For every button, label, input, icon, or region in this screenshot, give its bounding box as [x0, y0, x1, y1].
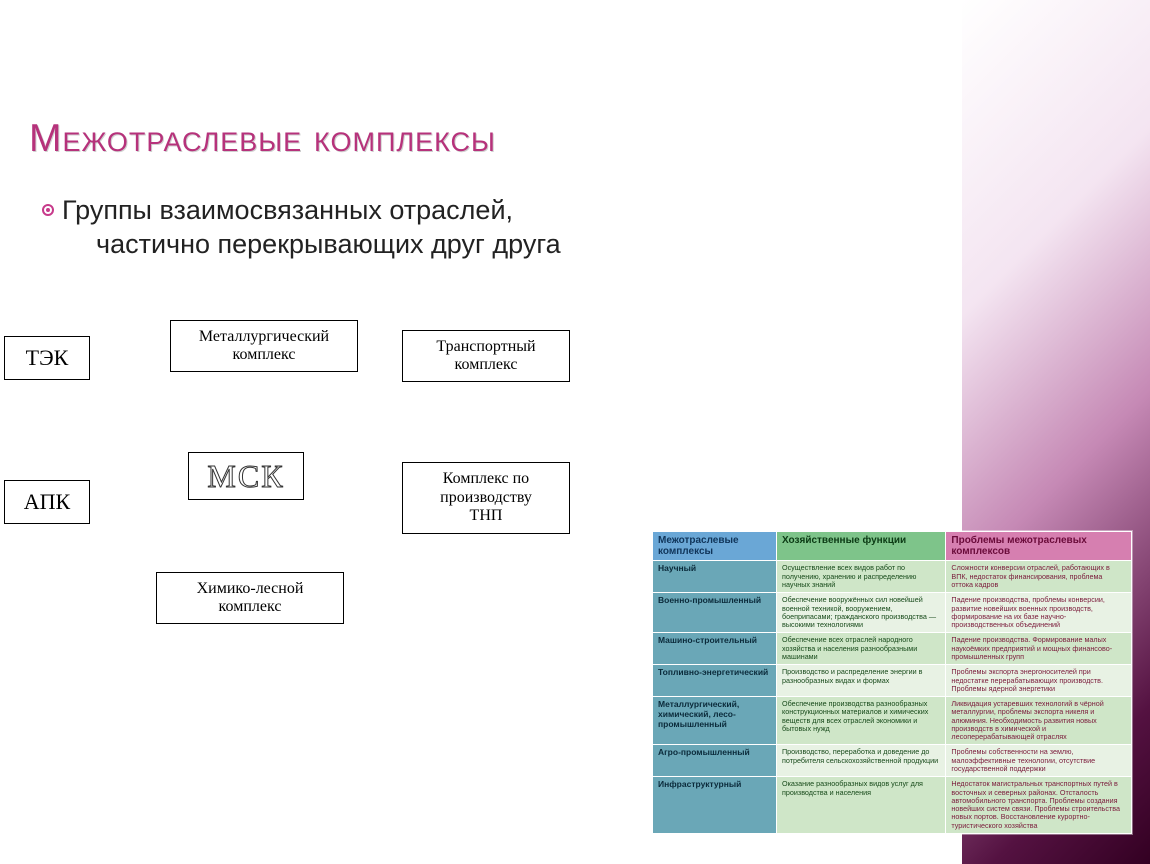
table-cell: Обеспечение вооружённых сил новейшей вое… [777, 593, 946, 633]
table-rowhead: Агро-промышленный [653, 745, 777, 777]
table-cell: Оказание разнообразных видов услуг для п… [777, 777, 946, 834]
table-cell: Недостаток магистральных транспортных пу… [946, 777, 1132, 834]
table-cell: Ликвидация устаревших технологий в чёрно… [946, 697, 1132, 745]
table-cell: Проблемы собственности на землю, малоэфф… [946, 745, 1132, 777]
table-rowhead: Топливно-энергетический [653, 665, 777, 697]
table-cell: Обеспечение всех отраслей народного хозя… [777, 633, 946, 665]
diagram-box-met: Металлургическийкомплекс [170, 320, 358, 372]
diagram-box-apk: АПК [4, 480, 90, 524]
table-header: Проблемы межотраслевых комплексов [946, 532, 1132, 561]
table-cell: Производство и распределение энергии в р… [777, 665, 946, 697]
table-cell: Падение производства, проблемы конверсии… [946, 593, 1132, 633]
table-header: Хозяйственные функции [777, 532, 946, 561]
table-cell: Проблемы экспорта энергоносителей при не… [946, 665, 1132, 697]
table-header: Межотраслевые комплексы [653, 532, 777, 561]
table-row: Военно-промышленныйОбеспечение вооружённ… [653, 593, 1132, 633]
table-rowhead: Научный [653, 561, 777, 593]
table-cell: Осуществление всех видов работ по получе… [777, 561, 946, 593]
bullet-line-1: Группы взаимосвязанных отраслей, [62, 195, 513, 225]
table-row: Топливно-энергетическийПроизводство и ра… [653, 665, 1132, 697]
slide: Межотраслевые комплексы Группы взаимосвя… [0, 0, 1150, 864]
table-cell: Обеспечение производства разнообразных к… [777, 697, 946, 745]
table-rowhead: Инфраструктурный [653, 777, 777, 834]
table-rowhead: Машино-строительный [653, 633, 777, 665]
table-row: ИнфраструктурныйОказание разнообразных в… [653, 777, 1132, 834]
diagram-box-tek: ТЭК [4, 336, 90, 380]
bullet-line-2: частично перекрывающих друг друга [96, 229, 561, 259]
diagram-box-trans: Транспортныйкомплекс [402, 330, 570, 382]
complexes-diagram: ТЭК Металлургическийкомплекс Транспортныйк… [0, 320, 640, 700]
table-row: Металлургический, химический, лесо-промы… [653, 697, 1132, 745]
table-cell: Производство, переработка и доведение до… [777, 745, 946, 777]
table-row: НаучныйОсуществление всех видов работ по… [653, 561, 1132, 593]
table-rowhead: Металлургический, химический, лесо-промы… [653, 697, 777, 745]
table-cell: Падение производства. Формирование малых… [946, 633, 1132, 665]
complexes-table: Межотраслевые комплексыХозяйственные фун… [652, 531, 1132, 834]
diagram-box-msk: МСК [188, 452, 304, 500]
table-row: Агро-промышленныйПроизводство, переработ… [653, 745, 1132, 777]
diagram-box-him: Химико-леснойкомплекс [156, 572, 344, 624]
bullet-marker-icon [42, 204, 54, 216]
table-row: Машино-строительныйОбеспечение всех отра… [653, 633, 1132, 665]
diagram-box-tnp: Комплекс попроизводствуТНП [402, 462, 570, 534]
table-cell: Сложности конверсии отраслей, работающих… [946, 561, 1132, 593]
slide-title: Межотраслевые комплексы [30, 118, 497, 162]
bullet-text: Группы взаимосвязанных отраслей, частичн… [42, 194, 762, 262]
table-rowhead: Военно-промышленный [653, 593, 777, 633]
